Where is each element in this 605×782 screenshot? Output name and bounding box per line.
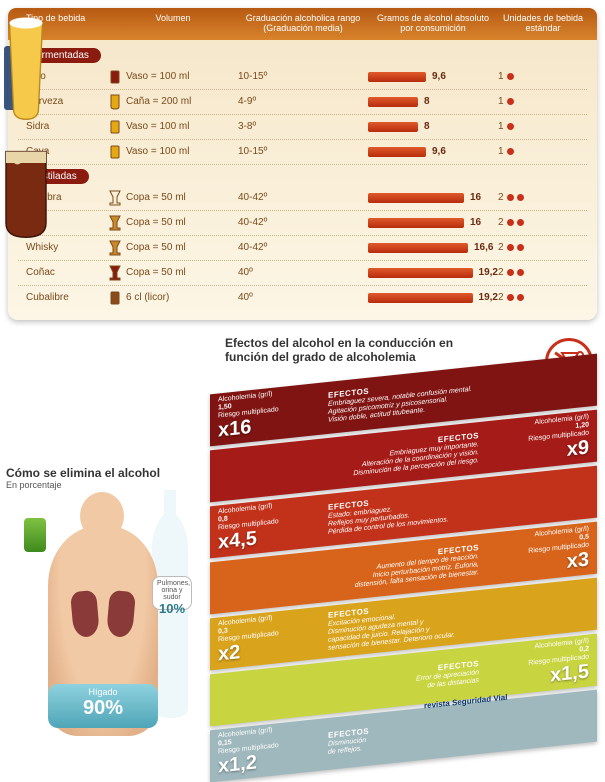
drink-units: 2 bbox=[498, 192, 588, 203]
elimination-title: Cómo se elimina el alcohol bbox=[6, 466, 216, 480]
unit-dot bbox=[517, 294, 524, 301]
th-unidades: Unidades de bebida estándar bbox=[498, 12, 588, 36]
drinks-table-card: revista Seguridad Vial Tipo de bebida Vo… bbox=[8, 8, 597, 320]
table-row: VinoVaso = 100 ml10-15º9,61 bbox=[18, 65, 587, 90]
table-row: GinebraCopa = 50 ml40-42º162 bbox=[18, 186, 587, 211]
drink-volume: 6 cl (licor) bbox=[108, 289, 238, 307]
table-row: RonCopa = 50 ml40-42º162 bbox=[18, 211, 587, 236]
unit-dot bbox=[507, 73, 514, 80]
risk-multiplier-box: Alcoholemia (gr/l)0,2Riesgo multiplicado… bbox=[487, 633, 597, 697]
drink-grams: 16 bbox=[368, 192, 498, 203]
drink-grams: 8 bbox=[368, 96, 498, 107]
liver-label: Hígado bbox=[48, 687, 158, 697]
drink-grad: 40-42º bbox=[238, 192, 368, 203]
bubble-label: Pulmones, orina y sudor bbox=[157, 580, 190, 601]
drink-grad: 40-42º bbox=[238, 217, 368, 228]
unit-dot bbox=[507, 219, 514, 226]
drink-grams: 16 bbox=[368, 217, 498, 228]
risk-multiplier-box: Alcoholemia (gr/l)1,20Riesgo multiplicad… bbox=[487, 409, 597, 473]
drink-volume: Copa = 50 ml bbox=[108, 189, 238, 207]
risk-multiplier-box: Alcoholemia (gr/l)0,5Riesgo multiplicado… bbox=[487, 521, 597, 585]
effects-ribbon-stack: Alcoholemia (gr/l)1,50Riesgo multiplicad… bbox=[210, 374, 597, 766]
drink-units: 2 bbox=[498, 217, 588, 228]
lungs-bubble: Pulmones, orina y sudor 10% bbox=[152, 576, 192, 610]
unit-dot bbox=[517, 244, 524, 251]
unit-dot bbox=[507, 148, 514, 155]
table-row: CoñacCopa = 50 ml40º19,22 bbox=[18, 261, 587, 286]
drink-grams: 19,2 bbox=[368, 292, 498, 303]
drink-units: 1 bbox=[498, 71, 588, 82]
drink-volume: Vaso = 100 ml bbox=[108, 143, 238, 161]
drink-units: 2 bbox=[498, 242, 588, 253]
risk-multiplier-box: Alcoholemia (gr/l)0,15Riesgo multiplicad… bbox=[210, 719, 320, 782]
table-body: FermentadasVinoVaso = 100 ml10-15º9,61Ce… bbox=[18, 44, 587, 310]
drink-volume: Vaso = 100 ml bbox=[108, 68, 238, 86]
table-row: WhiskyCopa = 50 ml40-42º16,62 bbox=[18, 236, 587, 261]
elimination-subtitle: En porcentaje bbox=[6, 480, 216, 490]
drink-volume: Vaso = 100 ml bbox=[108, 118, 238, 136]
unit-dot bbox=[507, 294, 514, 301]
unit-dot bbox=[507, 244, 514, 251]
effects-title: Efectos del alcohol en la conducción en … bbox=[225, 336, 485, 365]
drink-grad: 4-9º bbox=[238, 96, 368, 107]
unit-dot bbox=[507, 269, 514, 276]
drink-grad: 40º bbox=[238, 267, 368, 278]
drink-volume: Caña = 200 ml bbox=[108, 93, 238, 111]
drink-units: 2 bbox=[498, 292, 588, 303]
risk-multiplier-box: Alcoholemia (gr/l)0,3Riesgo multiplicado… bbox=[210, 607, 320, 671]
unit-dot bbox=[507, 123, 514, 130]
drink-name: Cubalibre bbox=[18, 292, 108, 303]
drink-volume: Copa = 50 ml bbox=[108, 214, 238, 232]
drink-grams: 9,6 bbox=[368, 71, 498, 82]
table-row: SidraVaso = 100 ml3-8º81 bbox=[18, 115, 587, 140]
drink-units: 1 bbox=[498, 146, 588, 157]
table-row: Cubalibre6 cl (licor)40º19,22 bbox=[18, 286, 587, 310]
drink-units: 2 bbox=[498, 267, 588, 278]
table-row: CavaVaso = 100 ml10-15º9,61 bbox=[18, 140, 587, 165]
liver-band: Hígado 90% bbox=[48, 684, 158, 728]
drink-grams: 16,6 bbox=[368, 242, 498, 253]
table-row: CervezaCaña = 200 ml4-9º81 bbox=[18, 90, 587, 115]
unit-dot bbox=[517, 219, 524, 226]
bubble-pct: 10% bbox=[159, 601, 185, 616]
drink-units: 1 bbox=[498, 121, 588, 132]
liver-pct: 90% bbox=[83, 697, 123, 719]
unit-dot bbox=[517, 269, 524, 276]
drink-units: 1 bbox=[498, 96, 588, 107]
lungs-icon bbox=[72, 591, 134, 641]
drink-name: Whisky bbox=[18, 242, 108, 253]
table-header: Tipo de bebida Volumen Graduación alcoho… bbox=[8, 8, 597, 40]
beer-can-icon bbox=[24, 518, 46, 552]
drink-grams: 9,6 bbox=[368, 146, 498, 157]
beer-glass-icon bbox=[0, 12, 56, 122]
drink-volume: Copa = 50 ml bbox=[108, 264, 238, 282]
unit-dot bbox=[507, 98, 514, 105]
th-volumen: Volumen bbox=[108, 12, 238, 36]
unit-dot bbox=[517, 194, 524, 201]
drink-grad: 40-42º bbox=[238, 242, 368, 253]
unit-dot bbox=[507, 194, 514, 201]
elimination-panel: Cómo se elimina el alcohol En porcentaje… bbox=[6, 466, 216, 756]
drink-grad: 3-8º bbox=[238, 121, 368, 132]
drink-grams: 8 bbox=[368, 121, 498, 132]
risk-multiplier-box: Alcoholemia (gr/l)0,8Riesgo multiplicado… bbox=[210, 495, 320, 559]
cocktail-glass-icon bbox=[0, 143, 56, 243]
drink-grad: 40º bbox=[238, 292, 368, 303]
drink-grad: 10-15º bbox=[238, 71, 368, 82]
th-gramos: Gramos de alcohol absoluto por consumici… bbox=[368, 12, 498, 36]
risk-multiplier-box: Alcoholemia (gr/l)1,50Riesgo multiplicad… bbox=[210, 383, 320, 447]
th-grad: Graduación alcoholica rango (Graduación … bbox=[238, 12, 368, 36]
drink-grad: 10-15º bbox=[238, 146, 368, 157]
drink-name: Coñac bbox=[18, 267, 108, 278]
elimination-figure: Pulmones, orina y sudor 10% Hígado 90% bbox=[6, 496, 206, 756]
drink-grams: 19,2 bbox=[368, 267, 498, 278]
drink-name: Sidra bbox=[18, 121, 108, 132]
drink-volume: Copa = 50 ml bbox=[108, 239, 238, 257]
